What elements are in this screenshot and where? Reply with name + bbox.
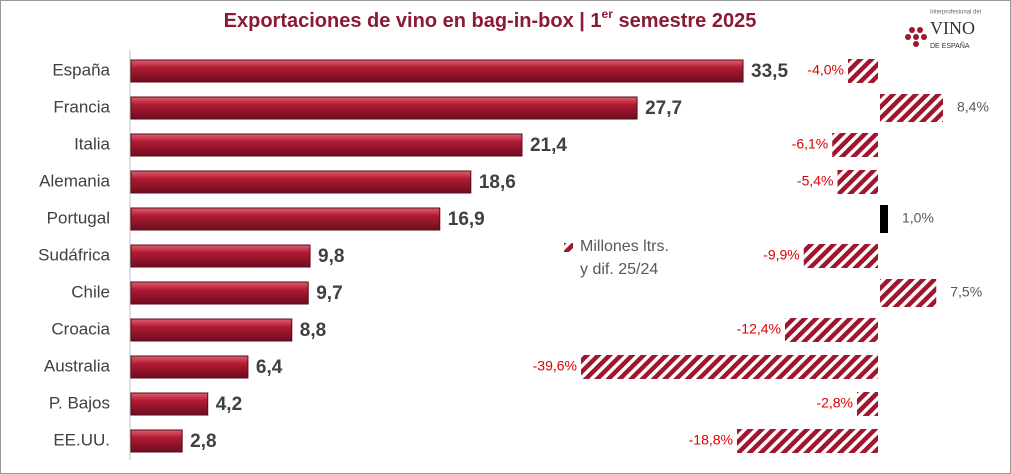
category-label: P. Bajos xyxy=(49,393,110,412)
category-label: EE.UU. xyxy=(53,430,110,449)
value-label: 33,5 xyxy=(751,61,788,82)
value-label: 18,6 xyxy=(479,172,516,193)
logo-text: Interprofesional del xyxy=(930,10,981,16)
bar xyxy=(130,133,523,157)
change-bar xyxy=(880,94,943,122)
bar xyxy=(130,355,249,379)
bar xyxy=(130,59,744,83)
category-label: Australia xyxy=(44,356,111,375)
bar xyxy=(130,244,311,268)
change-label: -4,0% xyxy=(807,62,844,78)
change-bar xyxy=(785,318,878,342)
chart-title: Exportaciones de vino en bag-in-box | 1e… xyxy=(224,7,757,32)
change-label: 8,4% xyxy=(957,99,989,115)
change-label: -18,8% xyxy=(689,432,733,448)
category-label: Sudáfrica xyxy=(38,245,110,264)
change-label: -5,4% xyxy=(797,173,834,189)
change-label: -12,4% xyxy=(737,321,781,337)
change-bar xyxy=(857,392,878,416)
value-label: 8,8 xyxy=(300,320,326,341)
category-label: Italia xyxy=(74,134,110,153)
value-label: 16,9 xyxy=(448,209,485,230)
change-label: -6,1% xyxy=(792,136,829,152)
category-label: Chile xyxy=(71,282,110,301)
change-bar xyxy=(880,279,937,307)
bar xyxy=(130,207,441,231)
value-label: 27,7 xyxy=(645,98,682,119)
change-bar xyxy=(581,355,878,379)
legend-text: Millones ltrs. xyxy=(580,238,669,255)
category-label: Portugal xyxy=(47,208,110,227)
change-bar xyxy=(880,205,888,233)
category-label: España xyxy=(52,60,110,79)
change-label: -39,6% xyxy=(533,358,577,374)
change-label: -2,8% xyxy=(816,395,853,411)
bar xyxy=(130,429,183,453)
value-label: 21,4 xyxy=(530,135,567,156)
bar xyxy=(130,281,309,305)
bar xyxy=(130,96,638,120)
change-label: -9,9% xyxy=(763,247,800,263)
logo: Interprofesional del VINO DE ESPAÑA xyxy=(905,10,981,50)
category-label: Alemania xyxy=(39,171,110,190)
category-label: Croacia xyxy=(51,319,110,338)
bar xyxy=(130,318,293,342)
change-label: 7,5% xyxy=(950,284,982,300)
change-label: 1,0% xyxy=(902,210,934,226)
value-label: 6,4 xyxy=(256,357,283,378)
change-bar xyxy=(848,59,878,83)
change-bar xyxy=(803,244,878,268)
bar xyxy=(130,170,472,194)
legend-text: y dif. 25/24 xyxy=(580,261,658,278)
value-label: 9,8 xyxy=(318,246,344,267)
change-bar xyxy=(737,429,878,453)
legend-swatch xyxy=(564,243,573,252)
logo-text: DE ESPAÑA xyxy=(930,41,970,50)
logo-text: VINO xyxy=(930,18,975,38)
value-label: 4,2 xyxy=(216,394,242,415)
value-label: 2,8 xyxy=(190,431,216,452)
category-label: Francia xyxy=(53,97,110,116)
bar xyxy=(130,392,209,416)
change-bar xyxy=(837,170,878,194)
value-label: 9,7 xyxy=(316,283,342,304)
change-bar xyxy=(832,133,878,157)
